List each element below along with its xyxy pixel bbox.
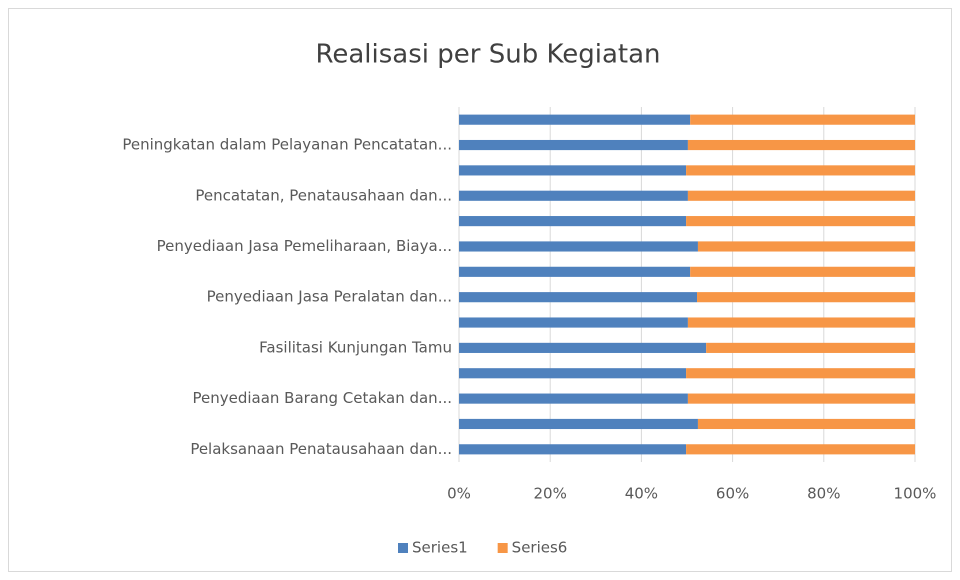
bar-segment xyxy=(690,266,915,277)
legend-swatch xyxy=(497,543,508,553)
y-tick-label: Pencatatan, Penatausahaan dan... xyxy=(195,186,452,204)
bar-segment xyxy=(459,368,687,379)
bar-segment xyxy=(459,342,707,353)
bar-segment xyxy=(459,241,698,252)
legend-label: Series1 xyxy=(412,539,468,557)
bar-segment xyxy=(686,368,915,379)
y-tick-label: Penyediaan Jasa Pemeliharaan, Biaya... xyxy=(157,237,452,255)
bar-segment xyxy=(459,114,691,125)
x-tick-label: 20% xyxy=(534,485,567,503)
bar-segment xyxy=(697,292,915,303)
bar-segment xyxy=(697,418,915,430)
bar-segment xyxy=(687,190,915,201)
bar-segment xyxy=(686,165,915,176)
bar-segment xyxy=(687,139,915,151)
y-tick-label: Fasilitasi Kunjungan Tamu xyxy=(259,338,452,356)
bar-segment xyxy=(459,190,688,201)
y-tick-label: Penyediaan Jasa Peralatan dan... xyxy=(207,288,452,306)
bar-segment xyxy=(459,216,687,227)
bar-segment xyxy=(459,393,688,404)
x-tick-label: 60% xyxy=(716,485,749,503)
chart-title: Realisasi per Sub Kegiatan xyxy=(315,40,660,70)
legend-swatch xyxy=(398,543,408,553)
bar-segment xyxy=(459,139,688,151)
y-tick-label: Peningkatan dalam Pelayanan Pencatatan..… xyxy=(122,136,452,154)
legend-label: Series6 xyxy=(512,539,568,557)
bar-segment xyxy=(459,418,698,430)
bar-segment xyxy=(459,292,698,303)
chart-border xyxy=(8,8,952,572)
bar-segment xyxy=(687,317,915,328)
bar-segment xyxy=(459,266,691,277)
bar-segment xyxy=(706,342,915,353)
bar-segment xyxy=(459,444,687,455)
y-tick-label: Pelaksanaan Penatausahaan dan... xyxy=(190,440,452,458)
x-tick-label: 100% xyxy=(894,485,937,503)
bar-segment xyxy=(686,444,915,455)
bar-segment xyxy=(686,216,915,227)
x-tick-label: 80% xyxy=(807,485,840,503)
bar-segment xyxy=(687,393,915,404)
x-tick-label: 40% xyxy=(625,485,658,503)
x-tick-label: 0% xyxy=(447,485,471,503)
bar-segment xyxy=(459,165,687,176)
bar-segment xyxy=(697,241,915,252)
bar-segment xyxy=(459,317,688,328)
y-tick-label: Penyediaan Barang Cetakan dan... xyxy=(192,389,452,407)
bar-segment xyxy=(690,114,915,125)
